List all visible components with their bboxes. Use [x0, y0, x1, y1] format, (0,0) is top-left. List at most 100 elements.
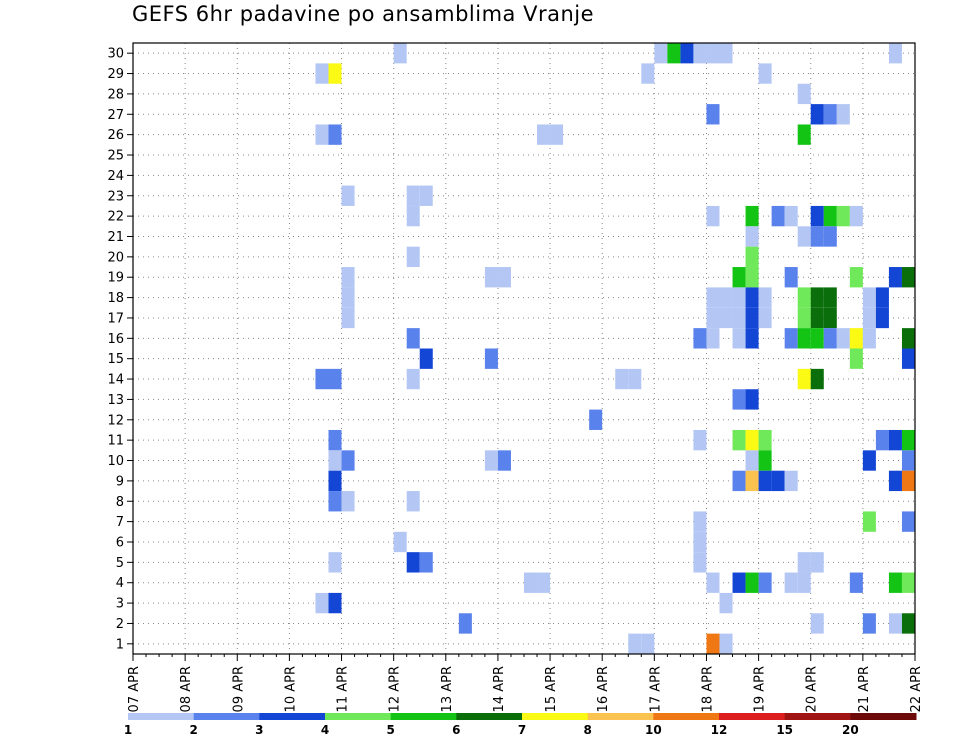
legend-label: 1: [124, 723, 132, 737]
heatmap-cell: [315, 63, 329, 84]
x-tick-label: 10 APR: [283, 666, 298, 712]
heatmap-cell: [901, 267, 915, 288]
y-tick-label: 25: [107, 149, 124, 164]
heatmap-cell: [458, 613, 472, 634]
heatmap-cell: [836, 205, 850, 227]
y-tick-label: 27: [107, 108, 124, 123]
x-tick-label: 16 APR: [596, 666, 611, 712]
heatmap-cell: [328, 470, 342, 492]
heatmap-cell: [693, 552, 707, 573]
heatmap-cell: [836, 104, 850, 125]
heatmap-cell: [693, 43, 707, 64]
x-tick-label: 21 APR: [857, 666, 872, 712]
heatmap-cell: [784, 205, 798, 227]
heatmap-cell: [888, 572, 902, 593]
y-tick-label: 15: [107, 352, 124, 367]
heatmap-cell: [732, 470, 746, 492]
y-tick-label: 12: [107, 413, 124, 428]
heatmap-cell: [406, 205, 420, 227]
heatmap-cell: [497, 267, 511, 288]
heatmap-cell: [719, 307, 733, 329]
x-tick-label: 08 APR: [179, 666, 194, 712]
heatmap-cell: [628, 368, 642, 390]
legend-swatch: [587, 713, 654, 720]
heatmap-cell: [328, 63, 342, 84]
heatmap-cell: [849, 205, 863, 227]
heatmap-cell: [706, 287, 720, 308]
heatmap-cell: [849, 328, 863, 349]
y-tick-label: 16: [107, 332, 124, 347]
heatmap-cell: [823, 104, 837, 125]
x-tick-label: 09 APR: [231, 666, 246, 712]
heatmap-cell: [706, 205, 720, 227]
legend-label: 12: [711, 723, 728, 737]
heatmap-cell: [823, 226, 837, 247]
legend-swatch: [193, 713, 260, 720]
heatmap-cell: [758, 63, 772, 84]
legend-label: 15: [776, 723, 793, 737]
heatmap-cell: [484, 348, 498, 369]
heatmap-cell: [901, 429, 915, 451]
heatmap-cell: [901, 348, 915, 369]
heatmap-cell: [797, 83, 811, 105]
y-tick-label: 20: [107, 250, 124, 265]
heatmap-cell: [797, 368, 811, 390]
heatmap-cell: [797, 307, 811, 329]
heatmap-cell: [758, 572, 772, 593]
heatmap-cell: [745, 450, 759, 471]
y-tick-label: 24: [107, 169, 124, 184]
y-tick-label: 5: [116, 556, 124, 571]
y-tick-label: 21: [107, 230, 124, 245]
y-tick-label: 19: [107, 271, 124, 286]
y-tick-label: 30: [107, 47, 124, 62]
heatmap-cell: [901, 613, 915, 634]
heatmap-cell: [341, 287, 355, 308]
heatmap-cell: [745, 328, 759, 349]
y-tick-label: 4: [116, 576, 124, 591]
heatmap-cell: [693, 429, 707, 451]
heatmap-cell: [341, 450, 355, 471]
heatmap-cell: [823, 307, 837, 329]
heatmap-cell: [888, 267, 902, 288]
legend-swatch: [390, 713, 457, 720]
legend-swatch: [784, 713, 851, 720]
y-tick-label: 8: [116, 495, 124, 510]
legend-swatch: [128, 713, 195, 720]
legend-label: 20: [842, 723, 859, 737]
heatmap-cell: [341, 307, 355, 329]
heatmap-cell: [849, 572, 863, 593]
y-tick-label: 13: [107, 393, 124, 408]
heatmap-cell: [758, 470, 772, 492]
heatmap-cell: [745, 389, 759, 410]
heatmap-cell: [550, 124, 564, 145]
heatmap-cell: [732, 328, 746, 349]
heatmap-cell: [784, 328, 798, 349]
heatmap-cell: [758, 307, 772, 329]
color-legend: 1 2 3 4 5 6 7 8 10 12 15 20: [124, 713, 917, 737]
heatmap-cell: [901, 572, 915, 593]
heatmap-cell: [810, 226, 824, 247]
heatmap-cell: [849, 267, 863, 288]
y-tick-label: 23: [107, 189, 124, 204]
legend-swatch: [719, 713, 786, 720]
heatmap-cell: [810, 552, 824, 573]
legend-swatch: [850, 713, 917, 720]
heatmap-cell: [328, 368, 342, 390]
heatmap-cell: [810, 328, 824, 349]
heatmap-cell: [875, 287, 889, 308]
heatmap-cell: [875, 429, 889, 451]
x-tick-label: 22 APR: [909, 666, 924, 712]
heatmap-cell: [784, 572, 798, 593]
heatmap-cell: [862, 307, 876, 329]
heatmap-cell: [836, 328, 850, 349]
heatmap-cell: [706, 104, 720, 125]
heatmap-cell: [406, 246, 420, 268]
x-tick-label: 20 APR: [805, 666, 820, 712]
heatmap-cell: [797, 572, 811, 593]
heatmap-cell: [745, 287, 759, 308]
heatmap-cell: [810, 287, 824, 308]
y-tick-label: 11: [107, 434, 124, 449]
heatmap-cell: [706, 43, 720, 64]
legend-label: 2: [189, 723, 197, 737]
x-tick-label: 18 APR: [700, 666, 715, 712]
